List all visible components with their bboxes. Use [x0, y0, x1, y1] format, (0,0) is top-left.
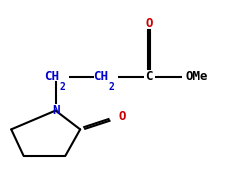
Text: 2: 2: [60, 82, 65, 92]
Text: CH: CH: [94, 70, 109, 83]
Text: C: C: [145, 70, 153, 83]
Text: O: O: [118, 110, 126, 123]
Text: N: N: [52, 104, 59, 117]
Text: 2: 2: [109, 82, 115, 92]
Text: OMe: OMe: [186, 70, 208, 83]
Text: O: O: [145, 17, 153, 31]
Text: CH: CH: [44, 70, 59, 83]
